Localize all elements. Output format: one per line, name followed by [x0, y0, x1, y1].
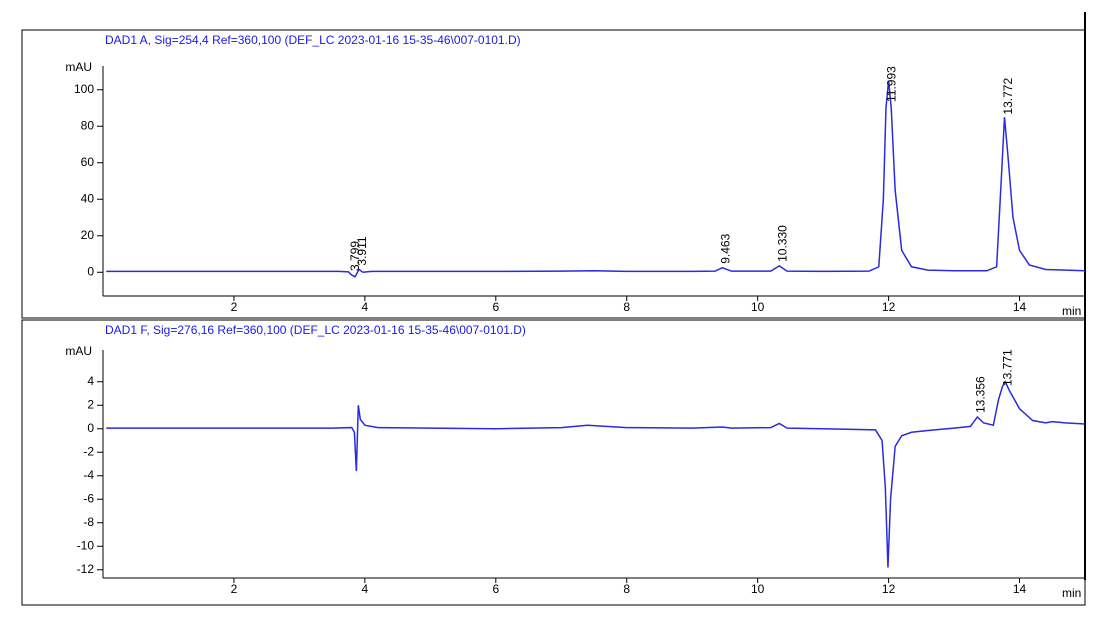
x-tick-label: 6: [492, 300, 499, 314]
peak-label: 13.771: [1001, 349, 1015, 386]
y-tick-label: 80: [81, 118, 95, 132]
peak-label: 13.772: [1001, 78, 1015, 115]
y-tick-label: 100: [74, 82, 94, 96]
y-tick-label: -4: [83, 468, 94, 482]
y-tick-label: -10: [77, 538, 95, 552]
y-tick-label: 4: [87, 374, 94, 388]
peak-label: 13.356: [974, 376, 988, 413]
y-tick-label: 40: [81, 191, 95, 205]
y-axis-label: mAU: [65, 344, 92, 358]
y-tick-label: -6: [83, 491, 94, 505]
peak-label: 9.463: [719, 233, 733, 263]
y-tick-label: 0: [87, 264, 94, 278]
x-tick-label: 14: [1013, 582, 1027, 596]
panel-frame: [21, 29, 1086, 319]
x-axis-label: min: [1062, 586, 1081, 600]
peak-label: 11.993: [884, 66, 898, 102]
x-tick-label: 2: [231, 300, 238, 314]
x-tick-label: 10: [751, 300, 765, 314]
peak-label: 3.911: [355, 236, 369, 265]
chart-title: DAD1 A, Sig=254,4 Ref=360,100 (DEF_LC 20…: [105, 33, 521, 47]
y-tick-label: 60: [81, 155, 95, 169]
y-tick-label: -12: [77, 562, 95, 576]
y-tick-label: -8: [83, 515, 94, 529]
x-tick-label: 4: [362, 582, 369, 596]
y-tick-label: -2: [83, 444, 94, 458]
y-tick-label: 2: [87, 397, 94, 411]
x-tick-label: 12: [882, 300, 896, 314]
trace: [106, 80, 1086, 278]
y-tick-label: 20: [81, 228, 95, 242]
panel-frame: [21, 319, 1086, 606]
x-tick-label: 6: [492, 582, 499, 596]
x-tick-label: 10: [751, 582, 765, 596]
x-tick-label: 14: [1013, 300, 1027, 314]
x-tick-label: 8: [623, 300, 630, 314]
y-tick-label: 0: [87, 421, 94, 435]
trace: [106, 380, 1086, 568]
x-tick-label: 12: [882, 582, 896, 596]
peak-label: 10.330: [775, 225, 789, 262]
x-axis-label: min: [1062, 304, 1081, 318]
y-axis-label: mAU: [65, 60, 92, 74]
x-tick-label: 8: [623, 582, 630, 596]
x-tick-label: 4: [362, 300, 369, 314]
x-tick-label: 2: [231, 582, 238, 596]
peak-label: 3.799: [348, 241, 362, 271]
chart-title: DAD1 F, Sig=276,16 Ref=360,100 (DEF_LC 2…: [105, 323, 526, 337]
